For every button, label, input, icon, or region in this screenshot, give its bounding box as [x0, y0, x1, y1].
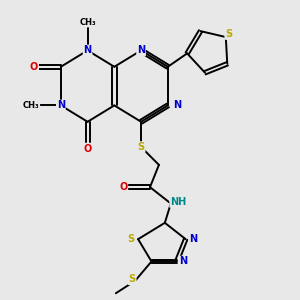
Text: S: S [129, 274, 136, 284]
Text: N: N [178, 256, 187, 266]
Text: S: S [127, 234, 134, 244]
Text: N: N [173, 100, 181, 110]
Text: S: S [137, 142, 145, 152]
Text: CH₃: CH₃ [79, 18, 96, 27]
Text: O: O [30, 62, 38, 72]
Text: O: O [83, 143, 92, 154]
Text: N: N [83, 45, 92, 56]
Text: N: N [57, 100, 65, 110]
Text: O: O [119, 182, 128, 192]
Text: N: N [189, 234, 197, 244]
Text: S: S [225, 29, 232, 39]
Text: NH: NH [170, 197, 186, 207]
Text: CH₃: CH₃ [23, 101, 39, 110]
Text: N: N [137, 45, 145, 56]
